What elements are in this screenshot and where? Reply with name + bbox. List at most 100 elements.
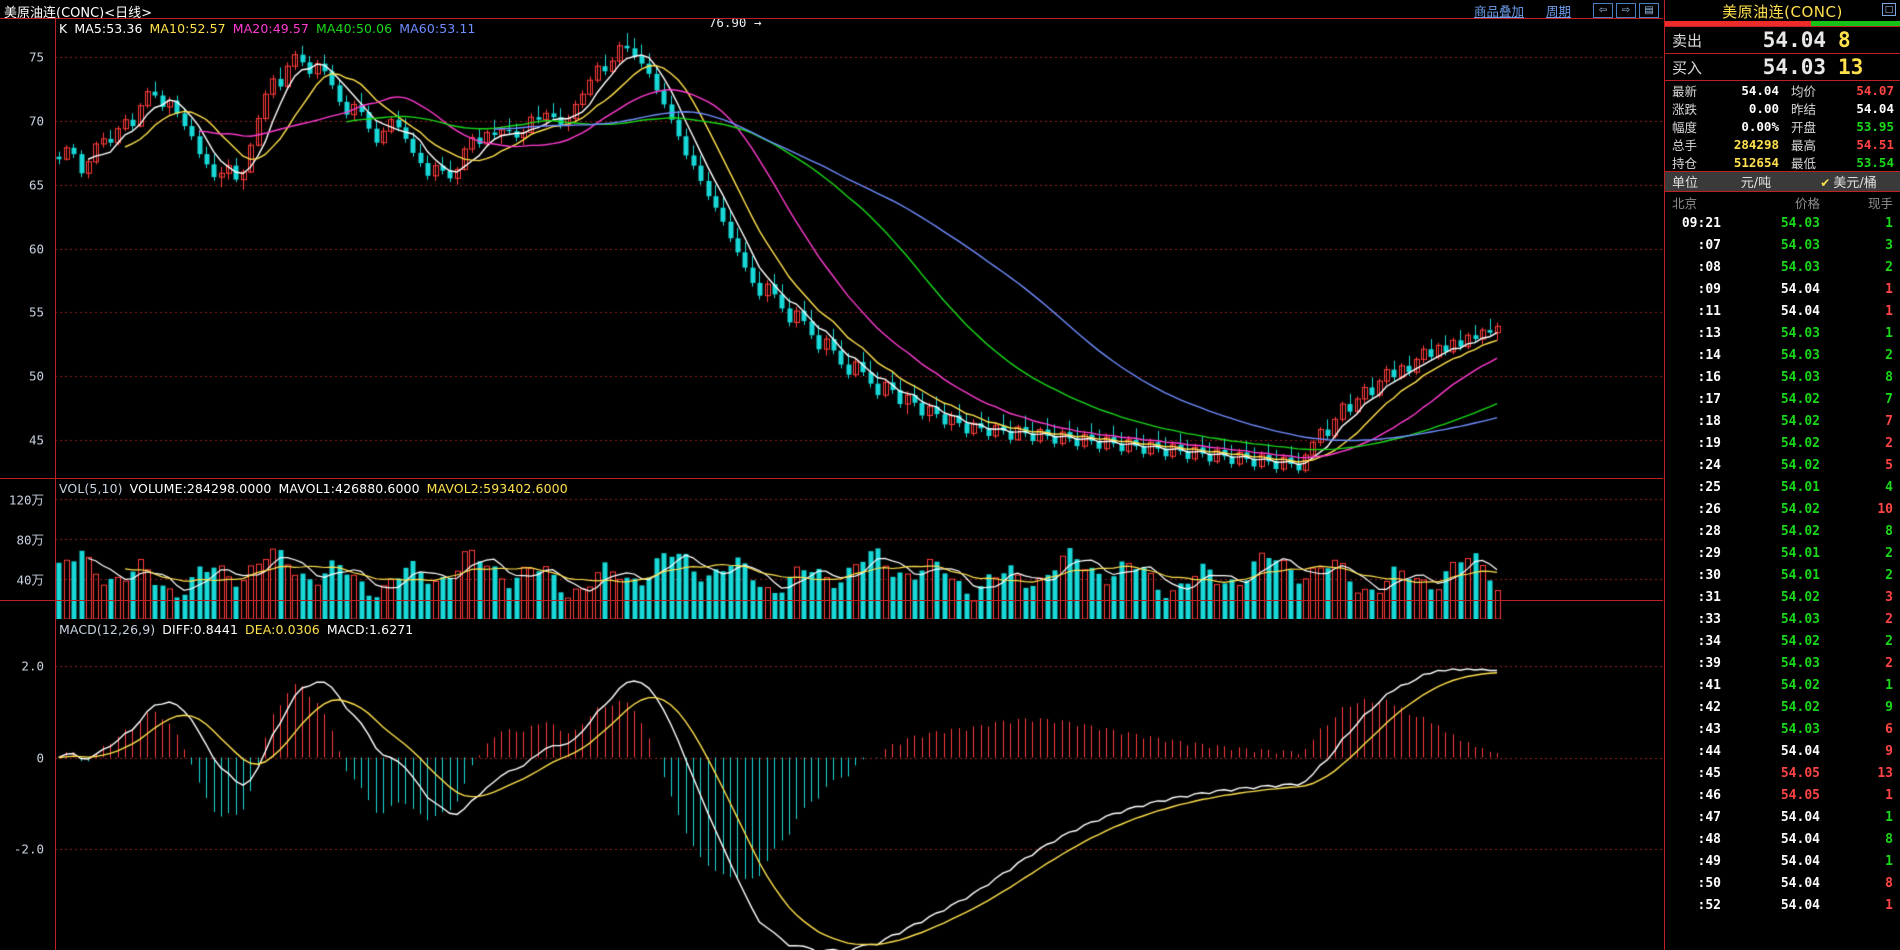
- tick-volume: 7: [1885, 413, 1893, 429]
- tick-row[interactable]: :26 54.02 10: [1665, 498, 1900, 520]
- volume-canvas[interactable]: [55, 479, 1663, 619]
- stat-value-right: 54.07: [1856, 82, 1894, 98]
- tick-volume: 9: [1885, 699, 1893, 715]
- tick-time: :30: [1697, 567, 1721, 583]
- ratio-green-segment: [1810, 21, 1900, 26]
- ask-row: 卖出 54.04 8: [1665, 26, 1900, 53]
- tick-row[interactable]: :07 54.03 3: [1665, 234, 1900, 256]
- price-legend: K MA5:53.36 MA10:52.57 MA20:49.57 MA40:50.06…: [59, 21, 483, 36]
- scroll-left-icon[interactable]: ⇦: [1593, 3, 1613, 18]
- legend-item: MAVOL2:593402.6000: [426, 481, 568, 496]
- tick-price: 54.02: [1780, 457, 1820, 473]
- tick-row[interactable]: :13 54.03 1: [1665, 322, 1900, 344]
- tick-row[interactable]: :28 54.02 8: [1665, 520, 1900, 542]
- tick-row[interactable]: :08 54.03 2: [1665, 256, 1900, 278]
- macd-panel[interactable]: 2.0 0 -2.0 MACD(12,26,9) DIFF:0.8441 DEA:0.0…: [0, 620, 1663, 950]
- tick-row[interactable]: :44 54.04 9: [1665, 740, 1900, 762]
- macd-plot[interactable]: [55, 620, 1663, 950]
- tick-volume: 8: [1885, 523, 1893, 539]
- tick-row[interactable]: :24 54.02 5: [1665, 454, 1900, 476]
- tick-row[interactable]: :43 54.03 6: [1665, 718, 1900, 740]
- tick-row[interactable]: :33 54.03 2: [1665, 608, 1900, 630]
- axis-tick-label: 75: [28, 49, 44, 65]
- tick-row[interactable]: :49 54.04 1: [1665, 850, 1900, 872]
- tick-price: 54.03: [1780, 655, 1820, 671]
- tick-time: :28: [1697, 523, 1721, 539]
- quote-panel: 美原油连(CONC) □ 卖出 54.04 8 买入 54.03 13 最新 54…: [1664, 0, 1900, 950]
- axis-tick-label: 120万: [8, 492, 44, 508]
- volume-y-axis: 120万 80万 40万: [0, 479, 50, 619]
- unit-label: 单位: [1672, 176, 1699, 191]
- tick-price: 54.03: [1780, 611, 1820, 627]
- tick-row[interactable]: :25 54.01 4: [1665, 476, 1900, 498]
- volume-panel[interactable]: 120万 80万 40万 VOL(5,10) VOLUME:284298.0000 MA…: [0, 479, 1663, 619]
- tick-price: 54.02: [1780, 523, 1820, 539]
- tick-volume: 8: [1885, 369, 1893, 385]
- tick-row[interactable]: :19 54.02 2: [1665, 432, 1900, 454]
- top-toolbar: 美原油连(CONC)<日线> 商品叠加 周期 ⇦ ⇨ ▤: [0, 0, 1663, 21]
- stat-label-right: 均价: [1791, 83, 1817, 99]
- legend-item: MA10:52.57: [149, 21, 226, 36]
- tick-time: :48: [1697, 831, 1721, 847]
- macd-canvas[interactable]: [55, 620, 1663, 950]
- tick-price: 54.04: [1780, 853, 1820, 869]
- layout-icon[interactable]: ▤: [1639, 3, 1659, 18]
- tick-row[interactable]: 09:21 54.03 1: [1665, 212, 1900, 234]
- tick-volume: 1: [1885, 303, 1893, 319]
- tick-row[interactable]: :46 54.05 1: [1665, 784, 1900, 806]
- tick-row[interactable]: :34 54.02 2: [1665, 630, 1900, 652]
- unit-option-cny-ton[interactable]: 元/吨: [1740, 176, 1772, 191]
- tick-volume: 2: [1885, 545, 1893, 561]
- tick-price: 54.04: [1780, 809, 1820, 825]
- quote-stat-row: 最新 54.04 均价 54.07: [1665, 81, 1900, 99]
- tick-price: 54.03: [1780, 259, 1820, 275]
- tick-time: :16: [1697, 369, 1721, 385]
- menu-period[interactable]: 周期: [1545, 4, 1571, 19]
- scroll-right-icon[interactable]: ⇨: [1616, 3, 1636, 18]
- tick-time: :13: [1697, 325, 1721, 341]
- tick-row[interactable]: :14 54.03 2: [1665, 344, 1900, 366]
- tick-price: 54.03: [1780, 237, 1820, 253]
- unit-option-usd-barrel[interactable]: ✔ 美元/桶: [1797, 172, 1900, 191]
- tick-table-body[interactable]: 09:21 54.03 1:07 54.03 3:08 54.03 2:09 54.04 1:1…: [1665, 212, 1900, 916]
- unit-selector[interactable]: 单位 元/吨 ✔ 美元/桶: [1665, 171, 1900, 192]
- tick-row[interactable]: :52 54.04 1: [1665, 894, 1900, 916]
- tick-row[interactable]: :30 54.01 2: [1665, 564, 1900, 586]
- tick-time: :08: [1697, 259, 1721, 275]
- legend-item: MA60:53.11: [399, 21, 476, 36]
- tick-row[interactable]: :41 54.02 1: [1665, 674, 1900, 696]
- tick-row[interactable]: :42 54.02 9: [1665, 696, 1900, 718]
- quote-symbol-name: 美原油连(CONC): [1722, 3, 1843, 21]
- candlestick-canvas[interactable]: [55, 19, 1663, 478]
- tick-time: :24: [1697, 457, 1721, 473]
- tick-row[interactable]: :18 54.02 7: [1665, 410, 1900, 432]
- axis-tick-label: 55: [28, 304, 44, 320]
- tick-price: 54.02: [1780, 391, 1820, 407]
- tick-row[interactable]: :39 54.03 2: [1665, 652, 1900, 674]
- tick-row[interactable]: :47 54.04 1: [1665, 806, 1900, 828]
- tick-time: :11: [1697, 303, 1721, 319]
- tick-row[interactable]: :09 54.04 1: [1665, 278, 1900, 300]
- chart-region[interactable]: 75 70 65 60 55 50 45 K MA5:53.36 MA10:52.57 MA20:…: [0, 15, 1663, 950]
- tick-row[interactable]: :50 54.04 8: [1665, 872, 1900, 894]
- tick-row[interactable]: :29 54.01 2: [1665, 542, 1900, 564]
- maximize-icon[interactable]: □: [1882, 3, 1896, 16]
- price-panel[interactable]: 75 70 65 60 55 50 45 K MA5:53.36 MA10:52.57 MA20:…: [0, 15, 1663, 498]
- tick-col-volume: 现手: [1867, 195, 1893, 211]
- tick-row[interactable]: :45 54.05 13: [1665, 762, 1900, 784]
- legend-item: DIFF:0.8441: [162, 622, 239, 637]
- tick-time: :39: [1697, 655, 1721, 671]
- tick-time: :42: [1697, 699, 1721, 715]
- tick-row[interactable]: :17 54.02 7: [1665, 388, 1900, 410]
- tick-price: 54.02: [1780, 699, 1820, 715]
- tick-col-price: 价格: [1794, 195, 1820, 211]
- tick-row[interactable]: :11 54.04 1: [1665, 300, 1900, 322]
- axis-divider: [55, 19, 56, 950]
- tick-row[interactable]: :16 54.03 8: [1665, 366, 1900, 388]
- stat-value-left: 284298: [1733, 136, 1779, 152]
- tick-row[interactable]: :48 54.04 8: [1665, 828, 1900, 850]
- tick-row[interactable]: :31 54.02 3: [1665, 586, 1900, 608]
- price-plot[interactable]: [55, 19, 1663, 478]
- menu-overlay[interactable]: 商品叠加: [1473, 4, 1524, 19]
- volume-plot[interactable]: [55, 479, 1663, 619]
